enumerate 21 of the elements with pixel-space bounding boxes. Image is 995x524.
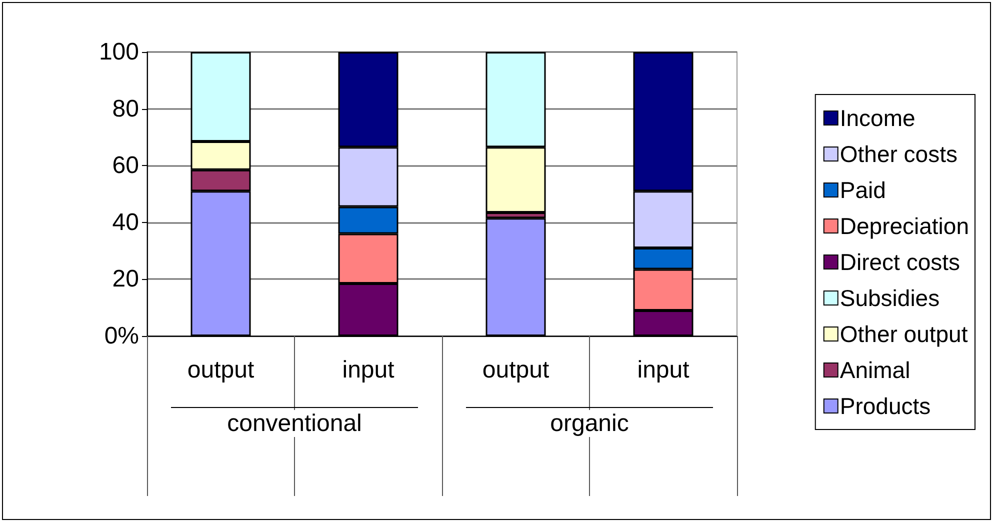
y-tick-label: 60 xyxy=(112,152,139,180)
x-tick-label: input xyxy=(342,356,395,384)
legend-label: Other costs xyxy=(840,141,958,167)
x-tick-label: output xyxy=(482,356,550,384)
legend-label: Income xyxy=(840,105,916,131)
y-tick-label: 100 xyxy=(98,38,139,66)
legend-label: Paid xyxy=(840,177,886,203)
y-tick-label: 80 xyxy=(112,95,139,122)
legend-label: Direct costs xyxy=(840,249,960,275)
x-tick-label: output xyxy=(187,356,254,384)
x-tick-label: input xyxy=(637,356,690,384)
text: conventional xyxy=(223,410,366,437)
legend-label: Other output xyxy=(840,321,968,347)
y-tick-label: 20 xyxy=(112,266,139,293)
y-tick-label: 40 xyxy=(112,208,139,236)
text: organic xyxy=(546,410,633,437)
legend-label: Subsidies xyxy=(840,285,940,311)
y-tick-label: 0% xyxy=(104,322,139,350)
legend-label: Depreciation xyxy=(840,213,970,239)
legend-label: Animal xyxy=(840,357,910,383)
legend-label: Products xyxy=(840,393,931,419)
